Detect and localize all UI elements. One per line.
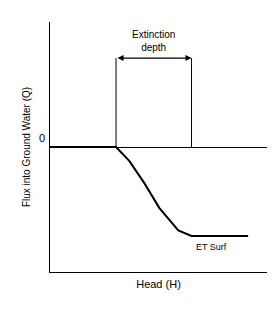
svg-text:Extinctiondepth: Extinctiondepth bbox=[132, 29, 175, 53]
svg-text:Flux into Ground Water (Q): Flux into Ground Water (Q) bbox=[21, 87, 32, 207]
svg-text:ET Surf: ET Surf bbox=[196, 242, 227, 252]
svg-text:Head (H): Head (H) bbox=[136, 278, 181, 290]
svg-text:0: 0 bbox=[39, 132, 45, 144]
